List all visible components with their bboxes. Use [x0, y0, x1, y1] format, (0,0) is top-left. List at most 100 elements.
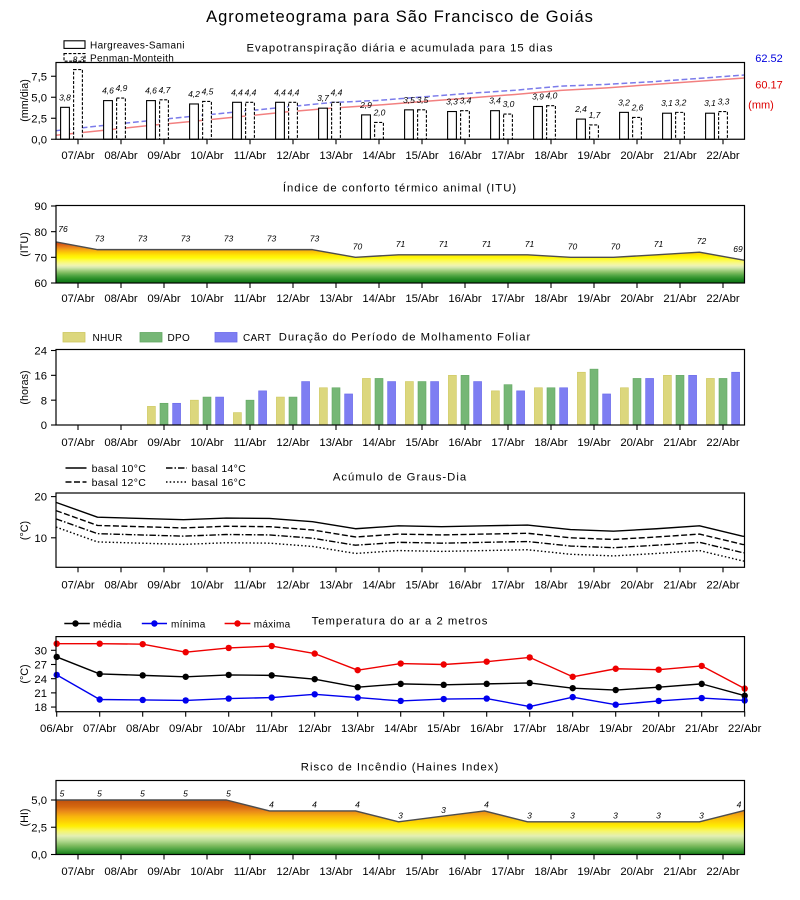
svg-text:4,4: 4,4 [274, 87, 286, 97]
svg-text:80: 80 [34, 227, 47, 239]
svg-text:4,4: 4,4 [288, 87, 300, 97]
svg-text:70: 70 [568, 241, 578, 251]
svg-text:08/Abr: 08/Abr [104, 580, 138, 592]
svg-text:22/Abr: 22/Abr [728, 723, 762, 735]
svg-text:76: 76 [58, 224, 68, 234]
svg-text:21/Abr: 21/Abr [663, 150, 697, 162]
svg-text:90: 90 [34, 201, 47, 213]
svg-text:09/Abr: 09/Abr [147, 580, 181, 592]
svg-text:5: 5 [97, 789, 102, 799]
svg-text:0,0: 0,0 [31, 134, 47, 146]
svg-text:73: 73 [310, 234, 320, 244]
svg-text:21/Abr: 21/Abr [663, 580, 697, 592]
svg-text:16/Abr: 16/Abr [448, 580, 482, 592]
svg-text:4,6: 4,6 [145, 86, 157, 96]
svg-text:2,6: 2,6 [631, 102, 644, 112]
svg-text:12/Abr: 12/Abr [276, 150, 310, 162]
svg-text:21/Abr: 21/Abr [663, 866, 697, 878]
svg-text:07/Abr: 07/Abr [61, 580, 95, 592]
svg-text:19/Abr: 19/Abr [577, 580, 611, 592]
svg-text:2,9: 2,9 [359, 100, 372, 110]
svg-text:19/Abr: 19/Abr [577, 866, 611, 878]
svg-text:12/Abr: 12/Abr [298, 723, 332, 735]
svg-text:Índice de conforto térmico ani: Índice de conforto térmico animal (ITU) [283, 182, 517, 195]
svg-text:20/Abr: 20/Abr [620, 293, 654, 305]
svg-text:3: 3 [699, 810, 704, 820]
svg-text:CART: CART [243, 333, 271, 344]
svg-text:15/Abr: 15/Abr [405, 293, 439, 305]
svg-text:10/Abr: 10/Abr [190, 437, 224, 449]
svg-text:3: 3 [570, 810, 575, 820]
svg-text:73: 73 [95, 234, 105, 244]
svg-text:5: 5 [226, 789, 231, 799]
svg-text:3,9: 3,9 [532, 91, 544, 101]
svg-text:3,4: 3,4 [460, 96, 472, 106]
svg-text:18/Abr: 18/Abr [534, 293, 568, 305]
svg-text:22/Abr: 22/Abr [706, 866, 740, 878]
svg-text:4,0: 4,0 [546, 91, 558, 101]
svg-text:71: 71 [525, 239, 535, 249]
svg-text:15/Abr: 15/Abr [405, 150, 439, 162]
svg-text:16/Abr: 16/Abr [448, 866, 482, 878]
svg-text:73: 73 [224, 234, 234, 244]
svg-text:3,2: 3,2 [618, 97, 630, 107]
svg-text:70: 70 [353, 241, 363, 251]
svg-text:07/Abr: 07/Abr [61, 866, 95, 878]
svg-text:3: 3 [441, 805, 446, 815]
svg-text:10: 10 [34, 533, 47, 545]
svg-text:10/Abr: 10/Abr [190, 150, 224, 162]
svg-text:10/Abr: 10/Abr [190, 293, 224, 305]
svg-text:70: 70 [34, 252, 47, 264]
svg-text:(HI): (HI) [19, 809, 31, 827]
svg-text:70: 70 [611, 241, 621, 251]
svg-text:4,9: 4,9 [116, 83, 128, 93]
svg-text:4: 4 [737, 799, 742, 809]
svg-text:2,4: 2,4 [574, 104, 587, 114]
svg-text:3,4: 3,4 [489, 96, 501, 106]
svg-text:11/Abr: 11/Abr [234, 437, 267, 449]
svg-text:4: 4 [269, 799, 274, 809]
svg-text:Agrometeograma para São Franci: Agrometeograma para São Francisco de Goi… [206, 8, 594, 26]
svg-text:22/Abr: 22/Abr [706, 293, 740, 305]
svg-text:08/Abr: 08/Abr [104, 293, 138, 305]
svg-text:4: 4 [355, 799, 360, 809]
svg-text:0,0: 0,0 [31, 850, 47, 862]
svg-text:(°C): (°C) [19, 664, 31, 683]
svg-text:(ITU): (ITU) [19, 232, 31, 257]
svg-text:Penman-Monteith: Penman-Monteith [90, 54, 174, 65]
svg-text:21/Abr: 21/Abr [685, 723, 719, 735]
svg-text:12/Abr: 12/Abr [276, 866, 310, 878]
svg-text:16/Abr: 16/Abr [448, 437, 482, 449]
svg-text:17/Abr: 17/Abr [491, 150, 525, 162]
svg-text:1,7: 1,7 [589, 110, 601, 120]
svg-text:2,5: 2,5 [31, 113, 47, 125]
svg-text:13/Abr: 13/Abr [341, 723, 375, 735]
svg-text:DPO: DPO [168, 333, 191, 344]
svg-text:08/Abr: 08/Abr [126, 723, 160, 735]
svg-text:7,5: 7,5 [31, 71, 47, 83]
svg-text:18/Abr: 18/Abr [556, 723, 590, 735]
svg-text:18/Abr: 18/Abr [534, 866, 568, 878]
svg-text:3,2: 3,2 [675, 97, 687, 107]
svg-text:basal 12°C: basal 12°C [92, 477, 147, 489]
svg-text:12/Abr: 12/Abr [276, 293, 310, 305]
svg-text:20/Abr: 20/Abr [642, 723, 676, 735]
svg-text:14/Abr: 14/Abr [384, 723, 418, 735]
svg-text:5,0: 5,0 [31, 92, 47, 104]
svg-text:2,5: 2,5 [31, 822, 47, 834]
svg-text:69: 69 [733, 244, 743, 254]
svg-text:4,4: 4,4 [231, 87, 243, 97]
svg-text:73: 73 [138, 234, 148, 244]
svg-text:24: 24 [34, 346, 47, 358]
svg-text:basal 10°C: basal 10°C [92, 463, 147, 475]
svg-text:3,5: 3,5 [417, 95, 429, 105]
svg-text:4,5: 4,5 [202, 86, 214, 96]
svg-text:11/Abr: 11/Abr [234, 150, 267, 162]
svg-text:08/Abr: 08/Abr [104, 866, 138, 878]
svg-text:4,7: 4,7 [159, 85, 171, 95]
svg-text:15/Abr: 15/Abr [405, 580, 439, 592]
svg-text:73: 73 [267, 234, 277, 244]
svg-text:(mm/dia): (mm/dia) [19, 79, 31, 122]
svg-text:13/Abr: 13/Abr [319, 293, 353, 305]
svg-text:19/Abr: 19/Abr [577, 293, 611, 305]
